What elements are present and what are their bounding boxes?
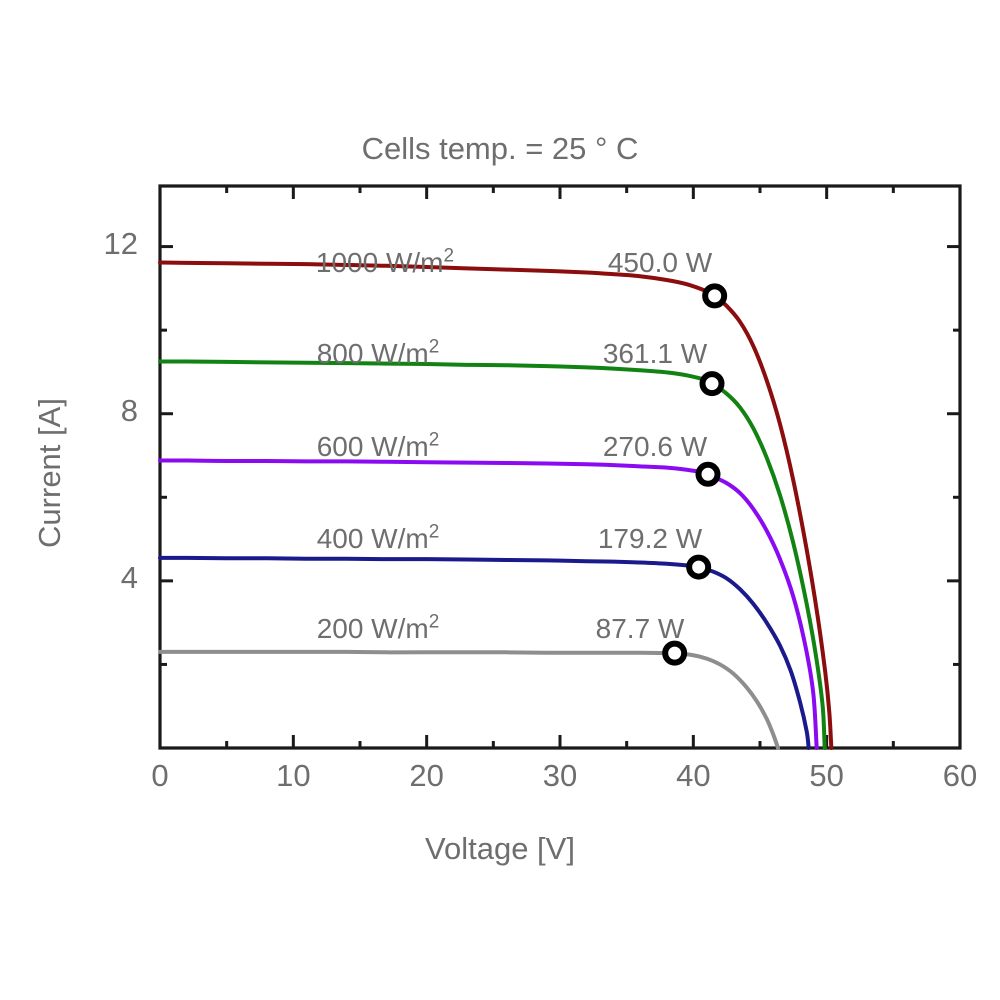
- series-label-exponent: 2: [443, 245, 455, 267]
- x-tick-label: 10: [276, 758, 311, 793]
- series-label-800: 800 W/m2: [258, 338, 498, 370]
- series-label-text: 600 W/m: [316, 431, 429, 462]
- series-label-text: 800 W/m: [316, 338, 429, 369]
- series-label-text: 200 W/m: [316, 613, 429, 644]
- series-label-exponent: 2: [428, 611, 440, 633]
- series-label-1000: 1000 W/m2: [265, 247, 505, 279]
- series-label-exponent: 2: [428, 521, 440, 543]
- mpp-marker-200: [662, 640, 688, 666]
- series-label-exponent: 2: [428, 336, 440, 358]
- series-label-text: 400 W/m: [316, 523, 429, 554]
- power-label-600: 270.6 W: [602, 431, 708, 462]
- x-axis-label: Voltage [V]: [425, 831, 575, 866]
- x-tick-label: 40: [676, 758, 711, 793]
- x-tick-label: 60: [942, 758, 978, 793]
- y-tick-label: 8: [120, 392, 138, 428]
- axes-group: [158, 184, 962, 750]
- series-lines-group: [158, 260, 834, 750]
- page-title: Cells temp. = 25 ° C: [361, 131, 639, 166]
- series-label-text: 1000 W/m: [315, 247, 444, 278]
- mpp-marker-400: [686, 554, 712, 580]
- mpp-marker-1000: [702, 283, 728, 309]
- mpp-marker-600: [695, 461, 721, 487]
- y-tick-label: 4: [120, 559, 138, 595]
- series-label-200: 200 W/m2: [258, 613, 498, 645]
- power-label-400: 179.2 W: [597, 523, 703, 554]
- series-curve-800: [158, 359, 827, 750]
- x-tick-label: 20: [409, 758, 444, 793]
- series-curve-1000: [158, 260, 834, 750]
- series-curve-200: [158, 649, 780, 750]
- y-axis-label: Current [A]: [32, 398, 67, 548]
- y-tick-label: 12: [103, 225, 138, 261]
- power-label-1000: 450.0 W: [607, 247, 713, 278]
- series-label-400: 400 W/m2: [258, 523, 498, 555]
- power-label-800: 361.1 W: [602, 338, 708, 369]
- x-tick-label: 30: [542, 758, 578, 793]
- series-label-exponent: 2: [428, 429, 440, 451]
- power-label-200: 87.7 W: [595, 613, 685, 644]
- mpp-markers-group: [662, 283, 728, 666]
- mpp-marker-800: [699, 371, 725, 397]
- series-curve-400: [158, 555, 811, 750]
- series-curve-600: [158, 458, 819, 750]
- series-label-600: 600 W/m2: [258, 431, 498, 463]
- x-tick-label: 0: [151, 758, 169, 793]
- x-tick-label: 50: [809, 758, 844, 793]
